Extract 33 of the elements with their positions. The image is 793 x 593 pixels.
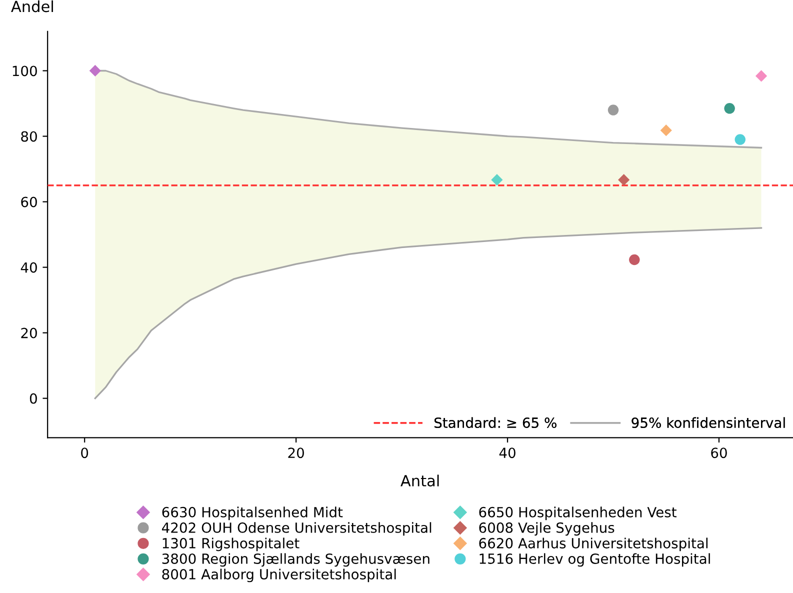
legend-label: Standard: ≥ 65 % [434,417,556,428]
y-tick-label: 60 [21,196,37,208]
legend-label: 8001 Aalborg Universitetshospital [162,568,396,582]
y-axis-title: Andel [11,0,53,12]
point [618,174,630,186]
point [660,124,672,136]
y-tick-label: 100 [12,66,37,76]
x-axis-title: Antal [400,474,439,487]
x-tick-label: 20 [288,448,304,458]
legend-label: 1516 Herlev og Gentofte Hospital [480,553,710,567]
point [724,103,735,114]
point [89,64,101,77]
x-tick-label: 40 [499,448,516,458]
legend-label: 95% konfidensinterval [632,417,785,428]
y-tick-label: 40 [20,262,37,273]
legend-label: 4202 OUH Odense Universitetshospital [162,522,432,536]
x-tick-label: 0 [81,448,88,458]
legend-label: 1301 Rigshospitalet [162,538,300,552]
point [629,254,640,266]
legend-label: 6620 Aarhus Universitetshospital [479,538,708,552]
point [491,174,503,186]
y-tick-label: 80 [21,131,37,142]
legend-label: 6008 Vejle Sygehus [479,522,614,536]
point [755,70,768,82]
legend-label: 6630 Hospitalsenhed Midt [162,506,343,520]
x-tick-label: 60 [711,448,727,458]
legend-label: 3800 Region Sjællands Sygehusvæsen [162,553,430,567]
y-tick-label: 0 [30,393,37,404]
point [734,134,746,145]
y-tick-label: 20 [21,328,37,338]
point [608,104,619,116]
line-series [94,227,762,400]
legend-label: 6650 Hospitalsenheden Vest [479,506,676,520]
